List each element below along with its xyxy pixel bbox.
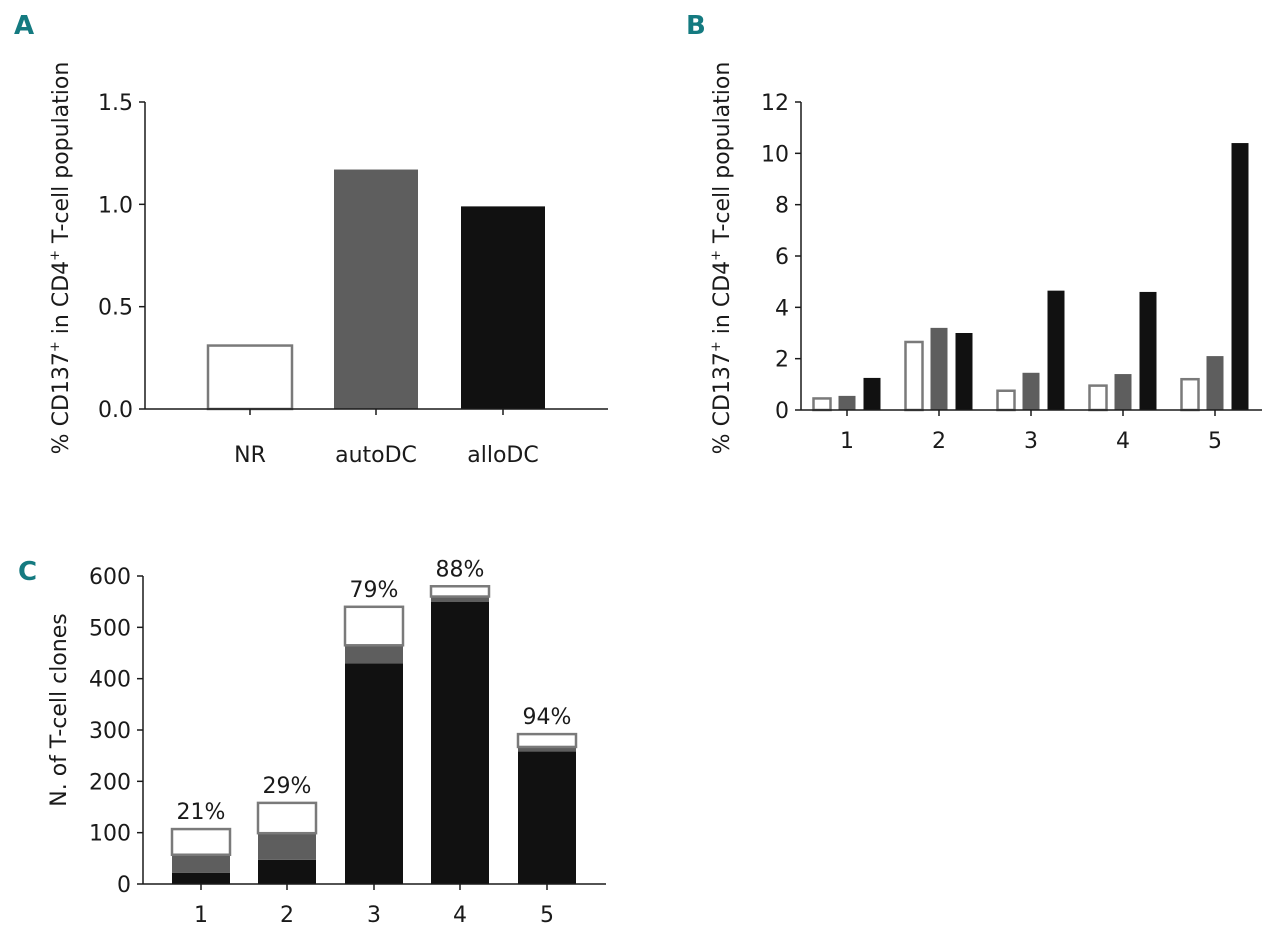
chart-c-ytick-label: 400 <box>89 668 131 693</box>
chart-c-segment-NR-5 <box>516 732 578 749</box>
chart-c-ytick-label: 200 <box>89 770 131 795</box>
chart-b-bar-alloDC-1 <box>863 377 881 410</box>
chart-b-bar-autoDC-2 <box>930 327 948 410</box>
chart-c-data-label: 79% <box>350 578 399 603</box>
chart-c-ytick-label: 500 <box>89 616 131 641</box>
chart-b-bar-autoDC-1 <box>838 395 856 410</box>
chart-b-ytick-label: 4 <box>775 296 789 321</box>
chart-c-data-label: 94% <box>523 705 572 730</box>
chart-c-data-label: 21% <box>177 800 226 825</box>
chart-c-ytick-label: 600 <box>89 565 131 590</box>
chart-c-segment-NR-1 <box>170 827 232 856</box>
chart-c-segment-alloDC-2 <box>258 859 316 884</box>
chart-c-segment-alloDC-3 <box>345 663 403 884</box>
chart-c-xtick-label: 1 <box>194 903 208 928</box>
chart-a-ytick-label: 0.5 <box>98 296 133 321</box>
chart-c-ytick-label: 100 <box>89 822 131 847</box>
chart-c-xtick-label: 3 <box>367 903 381 928</box>
chart-b-bar-autoDC-3 <box>1022 372 1040 410</box>
chart-c-xtick-label: 5 <box>540 903 554 928</box>
chart-a-bar-autoDC <box>334 169 418 409</box>
chart-b-ytick-label: 0 <box>775 399 789 424</box>
chart-c-segment-autoDC-2 <box>258 833 316 860</box>
chart-c-segment-alloDC-5 <box>518 751 576 884</box>
chart-c-segment-NR-2 <box>256 801 318 835</box>
chart-b: % CD137+ in CD4+ T-cell population 0 2 4 6 8… <box>709 62 1262 455</box>
chart-a-ytick-label: 0.0 <box>98 398 133 423</box>
chart-b-bar-NR-5 <box>1180 377 1200 412</box>
chart-a-ytick-label: 1.0 <box>98 193 133 218</box>
chart-b-bar-alloDC-2 <box>955 333 973 410</box>
chart-b-xtick-label: 5 <box>1208 429 1222 454</box>
chart-a-bar-NR <box>206 344 294 411</box>
chart-b-ytick-label: 6 <box>775 245 789 270</box>
chart-c-segment-NR-3 <box>343 605 405 647</box>
chart-b-xtick-label: 4 <box>1116 429 1130 454</box>
panel-label-c: C <box>18 557 37 587</box>
chart-c-segment-alloDC-4 <box>431 601 489 884</box>
chart-c-segment-autoDC-1 <box>172 854 230 873</box>
chart-b-xtick-label: 3 <box>1024 429 1038 454</box>
chart-c-segment-autoDC-3 <box>345 645 403 664</box>
chart-a-xtick-label: alloDC <box>467 443 538 468</box>
chart-b-ytick-label: 8 <box>775 194 789 219</box>
chart-b-ytick-label: 2 <box>775 348 789 373</box>
chart-a-xtick-label: autoDC <box>335 443 417 468</box>
chart-b-bar-autoDC-4 <box>1114 374 1132 410</box>
chart-c-segment-NR-4 <box>429 585 491 598</box>
chart-b-ytick-label: 10 <box>761 142 789 167</box>
panel-label-a: A <box>14 11 34 41</box>
chart-b-bar-alloDC-3 <box>1047 290 1065 410</box>
chart-c-ytick-label: 300 <box>89 719 131 744</box>
chart-b-bar-autoDC-5 <box>1206 356 1224 410</box>
chart-b-bar-NR-3 <box>996 389 1016 412</box>
panel-label-b: B <box>686 11 706 41</box>
chart-c-data-label: 88% <box>436 557 485 582</box>
chart-a-ylabel: % CD137+ in CD4+ T-cell population <box>48 62 74 455</box>
chart-b-bar-alloDC-4 <box>1139 291 1157 410</box>
chart-b-bar-NR-2 <box>904 340 924 412</box>
chart-c-segment-autoDC-4 <box>431 596 489 602</box>
chart-b-bar-NR-1 <box>812 397 832 412</box>
chart-c-ytick-label: 0 <box>117 873 131 898</box>
chart-c-segment-autoDC-5 <box>518 746 576 752</box>
chart-a-bar-alloDC <box>461 206 545 409</box>
chart-c-xtick-label: 4 <box>453 903 467 928</box>
chart-c-xtick-label: 2 <box>280 903 294 928</box>
chart-c: N. of T-cell clones 0100200300400500600 … <box>47 557 606 928</box>
chart-c-ylabel: N. of T-cell clones <box>47 613 72 806</box>
chart-b-ylabel: % CD137+ in CD4+ T-cell population <box>709 62 735 455</box>
chart-b-xtick-label: 2 <box>932 429 946 454</box>
chart-a-ytick-label: 1.5 <box>98 91 133 116</box>
chart-c-data-label: 29% <box>263 774 312 799</box>
chart-b-bar-alloDC-5 <box>1231 143 1249 411</box>
chart-b-ytick-label: 12 <box>761 91 789 116</box>
chart-b-xtick-label: 1 <box>840 429 854 454</box>
chart-c-segment-alloDC-1 <box>172 872 230 884</box>
chart-a-xtick-label: NR <box>234 443 266 468</box>
chart-a: % CD137+ in CD4+ T-cell population 0.0 0.… <box>48 62 608 468</box>
chart-b-bar-NR-4 <box>1088 384 1108 412</box>
